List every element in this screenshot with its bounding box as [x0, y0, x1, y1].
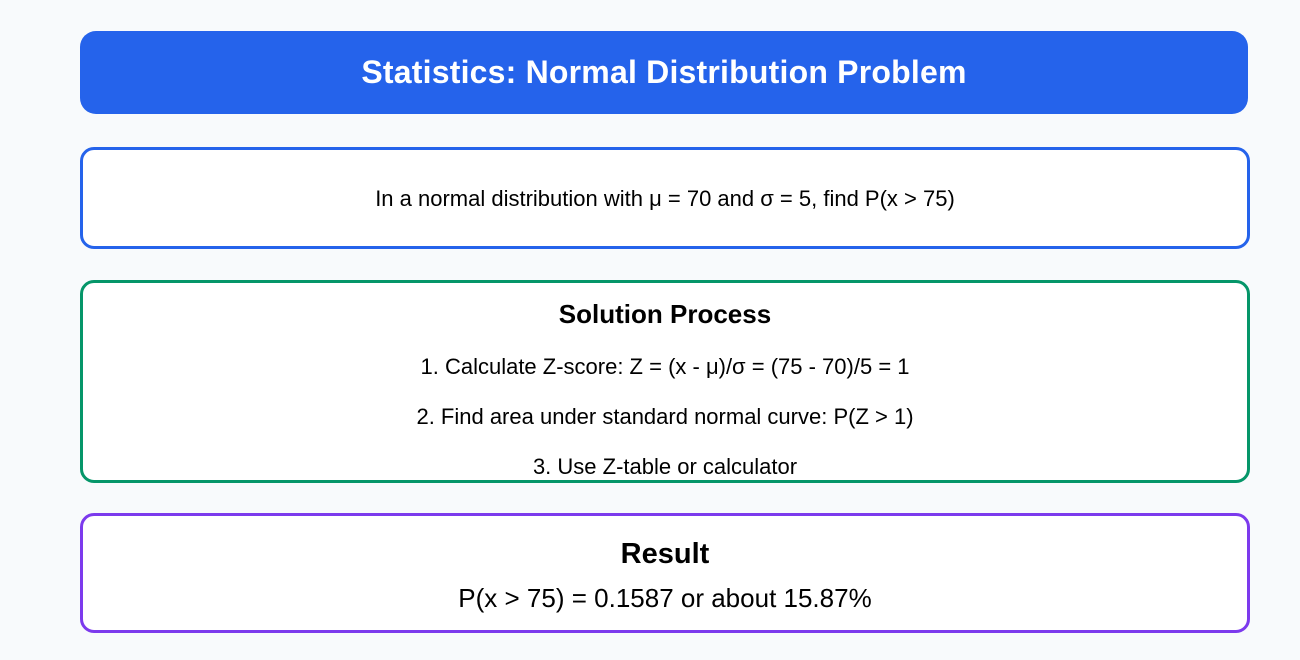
problem-statement: In a normal distribution with μ = 70 and… — [375, 186, 955, 211]
solution-step-3: 3. Use Z-table or calculator — [532, 454, 798, 479]
result-value: P(x > 75) = 0.1587 or about 15.87% — [458, 583, 872, 613]
title-banner: Statistics: Normal Distribution Problem — [80, 31, 1248, 114]
solution-heading: Solution Process — [558, 299, 772, 329]
problem-box: In a normal distribution with μ = 70 and… — [80, 147, 1250, 249]
result-heading: Result — [620, 538, 710, 570]
solution-step-1: 1. Calculate Z-score: Z = (x - μ)/σ = (7… — [420, 354, 910, 379]
page-title: Statistics: Normal Distribution Problem — [361, 54, 967, 90]
result-box: Result P(x > 75) = 0.1587 or about 15.87… — [80, 513, 1250, 633]
solution-box: Solution Process 1. Calculate Z-score: Z… — [80, 280, 1250, 483]
solution-step-2: 2. Find area under standard normal curve… — [416, 404, 914, 429]
